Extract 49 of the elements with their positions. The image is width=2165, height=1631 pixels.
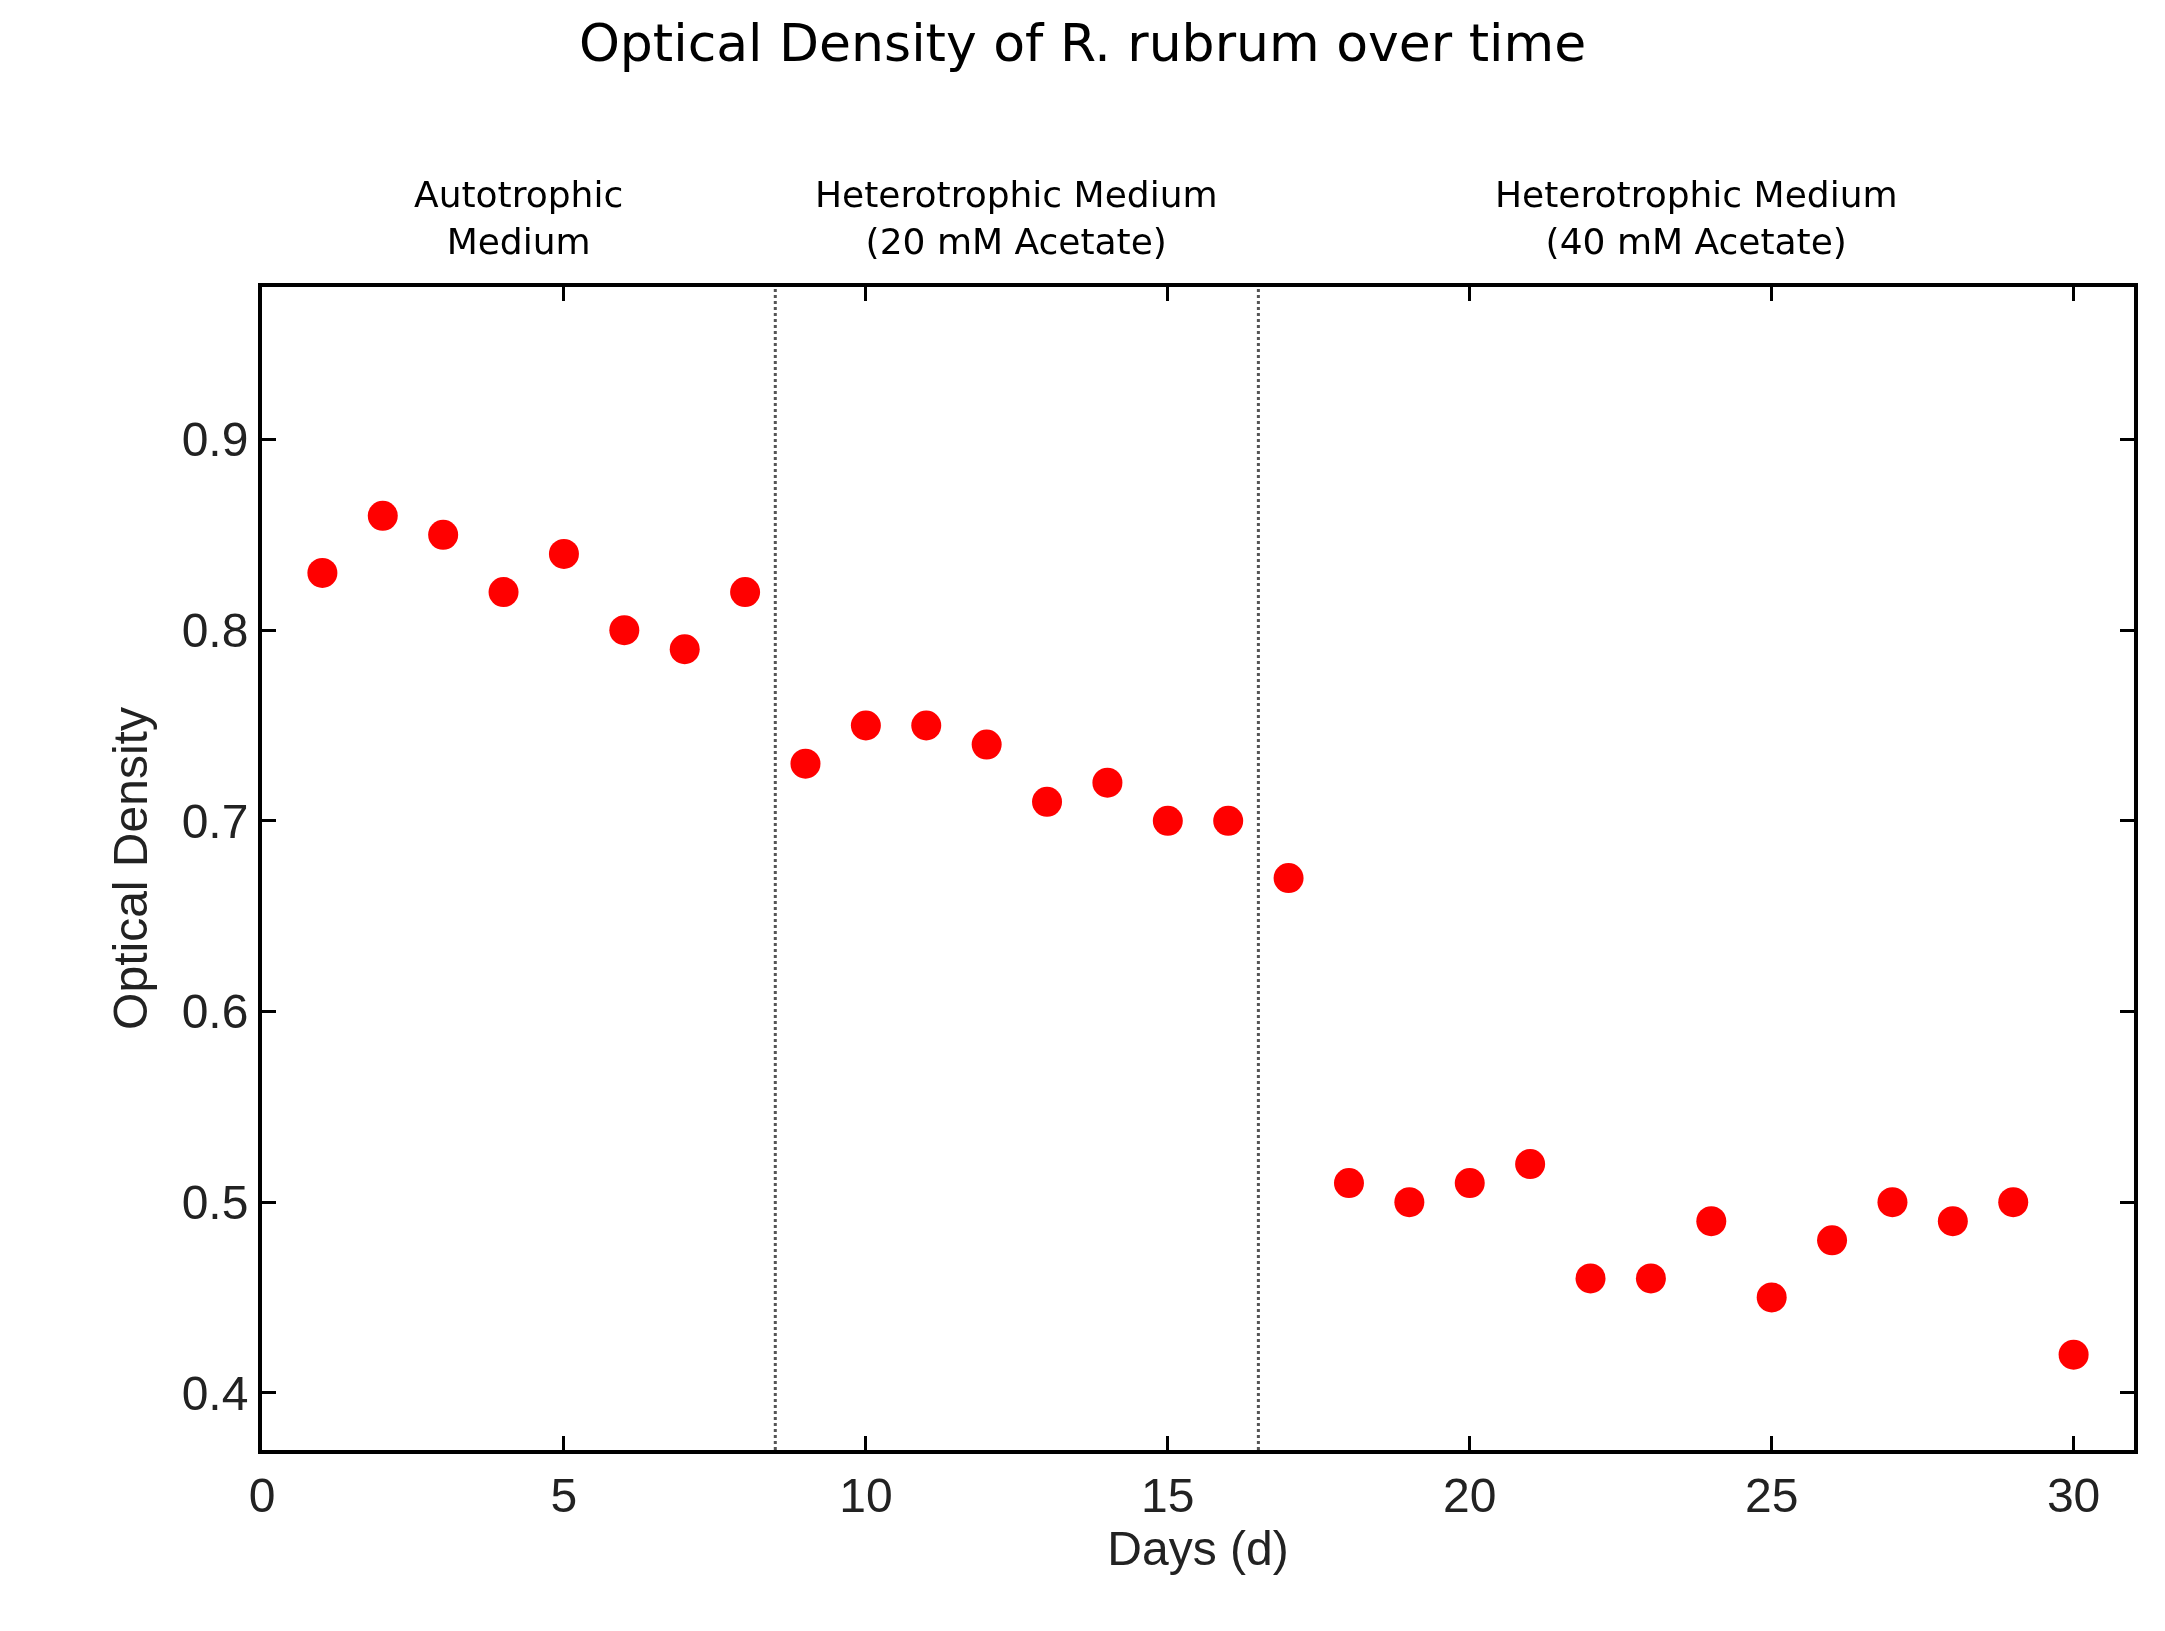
point: [911, 710, 942, 741]
y-tick-label: 0.7: [181, 794, 249, 848]
chart-title: Optical Density of R. rubrum over time: [578, 12, 1587, 73]
point: [1575, 1263, 1606, 1294]
y-tick-label: 0.4: [181, 1366, 249, 1420]
x-tick-label: 20: [1443, 1468, 1497, 1522]
point: [1394, 1187, 1425, 1218]
point: [1696, 1206, 1727, 1237]
x-tick-label: 0: [248, 1468, 276, 1522]
point: [1032, 786, 1063, 817]
point: [1515, 1149, 1546, 1180]
point: [609, 615, 640, 646]
point: [730, 577, 761, 608]
y-tick-label: 0.5: [181, 1175, 249, 1229]
point: [850, 710, 881, 741]
point: [1333, 1168, 1364, 1199]
point: [367, 500, 398, 531]
point: [548, 538, 579, 569]
y-axis-title: Optical Density: [103, 707, 157, 1030]
x-tick-label: 15: [1141, 1468, 1195, 1522]
point: [307, 557, 338, 588]
point: [790, 748, 821, 779]
y-tick-label: 0.6: [181, 985, 249, 1039]
x-axis-title: Days (d): [1107, 1521, 1289, 1575]
x-tick-label: 30: [2046, 1468, 2101, 1522]
point: [1273, 863, 1304, 894]
point: [971, 729, 1002, 760]
point: [1756, 1282, 1787, 1313]
text: Autotrophic Medium: [414, 174, 624, 262]
point: [1635, 1263, 1666, 1294]
point: [1817, 1225, 1848, 1256]
y-tick-label: 0.9: [181, 413, 249, 467]
x-tick-label: 10: [839, 1468, 893, 1522]
point: [488, 577, 519, 608]
point: [428, 519, 459, 550]
point: [1092, 767, 1123, 798]
point: [1877, 1187, 1908, 1218]
point: [1937, 1206, 1968, 1237]
point: [1998, 1187, 2029, 1218]
x-tick-label: 25: [1744, 1468, 1799, 1522]
point: [1454, 1168, 1485, 1199]
point: [1213, 805, 1244, 836]
point: [1152, 805, 1183, 836]
y-tick-label: 0.8: [181, 603, 249, 657]
text: Heterotrophic Medium (20 mM Acetate): [815, 174, 1218, 262]
text: Heterotrophic Medium (40 mM Acetate): [1495, 174, 1898, 262]
point: [2058, 1339, 2089, 1370]
x-tick-label: 5: [550, 1468, 578, 1522]
point: [669, 634, 700, 665]
